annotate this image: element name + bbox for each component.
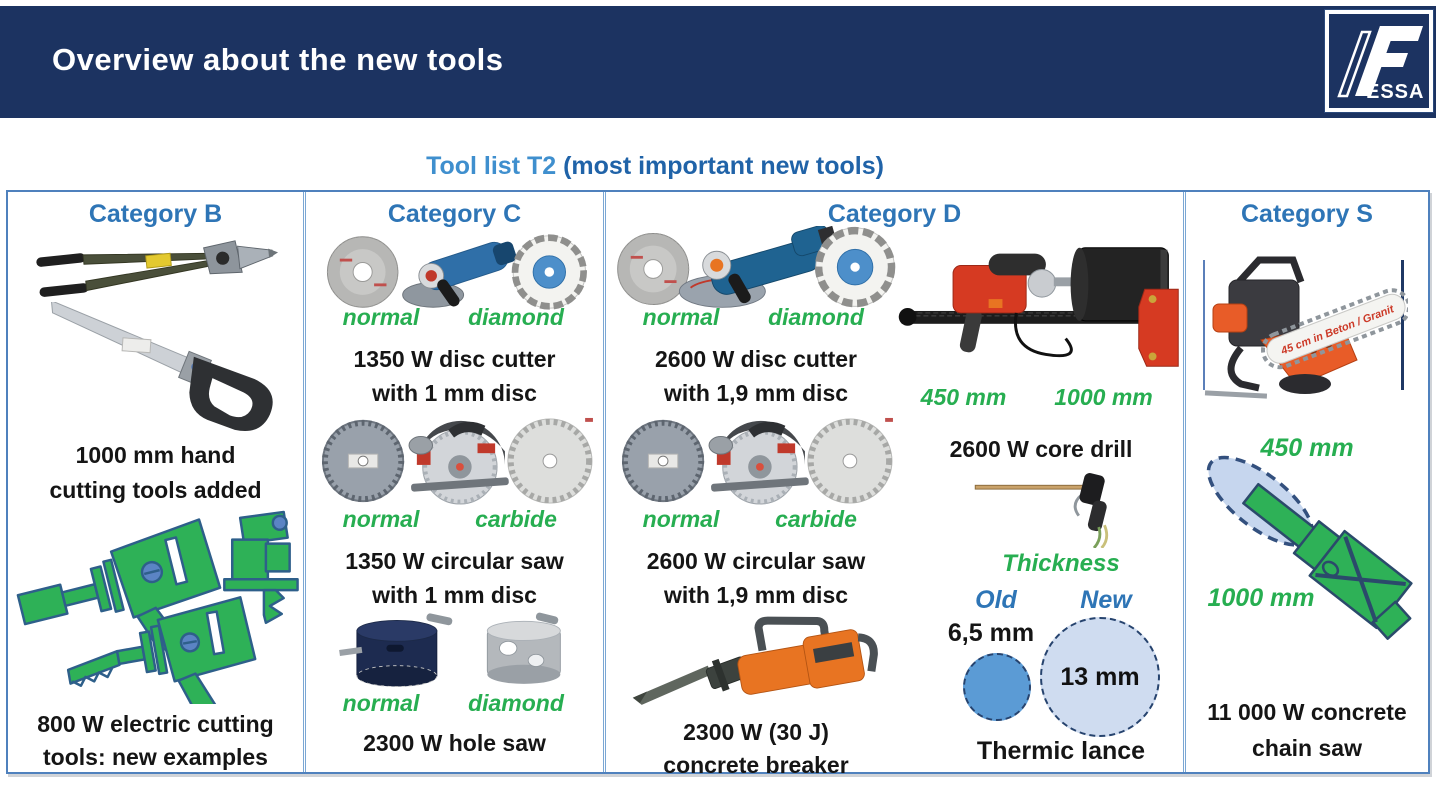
fessa-logo-icon: ESSA <box>1337 26 1424 103</box>
disc-type-normal-label: normal <box>642 304 720 330</box>
concrete-breaker-icon <box>632 616 878 705</box>
hand-saw-icon <box>50 302 273 432</box>
circular-saw-caption-line2: with 1,9 mm disc <box>663 582 849 608</box>
bolt-cutter-image <box>26 232 290 298</box>
core-drill-1000-label: 1000 mm <box>1054 384 1153 410</box>
disc-cutter-2600-icon <box>617 226 896 308</box>
tool-table: Category B <box>6 190 1430 778</box>
chainsaw-450-label: 450 mm <box>1260 434 1354 462</box>
hand-tools-caption-line2: cutting tools added <box>49 477 262 503</box>
electric-tools-caption-line2: tools: new examples <box>43 744 268 770</box>
disc-cutter-2600-image <box>611 226 901 312</box>
circular-saw-caption-line1: 2600 W circular saw <box>646 548 866 574</box>
hole-saw-image <box>326 610 586 690</box>
electric-cutting-tools-drawing <box>10 506 302 704</box>
circular-saw-caption-line2: with 1 mm disc <box>372 582 537 608</box>
core-drill-icon <box>898 247 1179 367</box>
old-thickness-circle <box>963 653 1031 721</box>
category-c-column: Category C <box>306 192 606 772</box>
logo-text: ESSA <box>1366 81 1424 103</box>
disc-cutter-caption-line2: with 1 mm disc <box>372 380 537 406</box>
old-thickness-value: 6,5 mm <box>947 619 1035 647</box>
saw-type-carbide-label: carbide <box>775 506 857 532</box>
category-d-column: Category D <box>606 192 1186 778</box>
concrete-breaker-caption-line2: concrete breaker <box>663 752 849 778</box>
category-b-title: Category B <box>88 200 223 228</box>
electric-tools-caption: 800 W electric cutting tools: new exampl… <box>8 708 303 774</box>
thermic-lance-caption: Thermic lance <box>976 737 1146 765</box>
concrete-breaker-image <box>621 612 891 712</box>
saw-type-normal-label: normal <box>342 506 420 532</box>
hand-tools-caption-line1: 1000 mm hand <box>75 442 236 468</box>
concrete-chainsaw-caption: 11 000 W concrete chain saw <box>1186 694 1428 766</box>
table-caption-paren: (most important new tools) <box>563 152 884 180</box>
thickness-old-label: Old <box>975 586 1017 614</box>
disc-cutter-caption: 1350 W disc cutter with 1 mm disc <box>306 342 603 410</box>
holesaw-type-diamond-label: diamond <box>468 690 564 716</box>
title-bar: Overview about the new tools <box>0 6 1436 118</box>
disc-cutter-caption-line2: with 1,9 mm disc <box>663 380 849 406</box>
new-thickness-value: 13 mm <box>1060 662 1140 691</box>
concrete-breaker-caption: 2300 W (30 J) concrete breaker <box>606 716 906 782</box>
saw-type-normal-label: normal <box>642 506 720 532</box>
thickness-new-label: New <box>1080 586 1132 614</box>
core-drill-caption: 2600 W core drill <box>949 436 1133 462</box>
electric-cutting-tools-icon <box>16 510 299 704</box>
concrete-chainsaw-icon: 45 cm in Beton / Granit <box>1203 256 1408 399</box>
core-drill-450-label: 450 mm <box>920 384 1007 410</box>
thickness-heading: Thickness <box>1002 550 1120 577</box>
holesaw-type-normal-label: normal <box>342 690 420 716</box>
chainsaw-1000-drawing <box>1196 454 1418 652</box>
bolt-cutter-icon <box>36 240 279 297</box>
circular-saw-1350-icon <box>321 417 593 505</box>
concrete-chainsaw-caption-line2: chain saw <box>1252 735 1362 761</box>
category-b-column: Category B <box>8 192 306 772</box>
concrete-chainsaw-photo: 45 cm in Beton / Granit <box>1200 252 1408 426</box>
disc-type-normal-label: normal <box>342 304 420 330</box>
hand-tools-caption: 1000 mm hand cutting tools added <box>8 438 303 508</box>
table-caption: Tool list T2 (most important new tools) <box>0 152 1310 181</box>
chainsaw-1000-icon <box>1206 455 1413 640</box>
thermic-lance-icon <box>974 473 1109 548</box>
category-d-title: Category D <box>827 200 962 228</box>
new-thickness-circle: 13 mm <box>1040 617 1160 737</box>
disc-type-diamond-label: diamond <box>768 304 864 330</box>
electric-tools-caption-line1: 800 W electric cutting <box>37 711 274 737</box>
hole-saw-icon <box>339 612 561 687</box>
disc-cutter-caption-line1: 2600 W disc cutter <box>655 346 857 372</box>
core-drill-image <box>896 228 1181 388</box>
concrete-chainsaw-caption-line1: 11 000 W concrete <box>1207 699 1407 725</box>
category-c-title: Category C <box>387 200 522 228</box>
fessa-logo: ESSA <box>1325 10 1433 112</box>
hole-saw-caption: 2300 W hole saw <box>363 730 546 756</box>
page-title: Overview about the new tools <box>52 42 504 77</box>
disc-cutter-caption-line1: 1350 W disc cutter <box>353 346 556 372</box>
category-s-title: Category S <box>1241 200 1373 228</box>
disc-cutter-1350-image <box>316 232 596 312</box>
disc-cutter-1350-icon <box>326 234 587 310</box>
disc-cutter-caption: 2600 W disc cutter with 1,9 mm disc <box>606 342 906 410</box>
concrete-breaker-caption-line1: 2300 W (30 J) <box>683 719 829 745</box>
circular-saw-2600-image <box>614 416 898 506</box>
circular-saw-caption-line1: 1350 W circular saw <box>345 548 564 574</box>
disc-type-diamond-label: diamond <box>468 304 564 330</box>
chainsaw-1000-label: 1000 mm <box>1207 584 1315 612</box>
circular-saw-1350-image <box>316 416 596 506</box>
circular-saw-2600-icon <box>621 417 893 505</box>
circular-saw-caption: 1350 W circular saw with 1 mm disc <box>306 544 603 612</box>
category-s-column: Category S 45 <box>1186 192 1428 772</box>
thermic-lance-image <box>971 472 1141 548</box>
hand-saw-image <box>43 302 293 434</box>
table-caption-lead: Tool list T2 <box>426 152 564 180</box>
saw-type-carbide-label: carbide <box>475 506 557 532</box>
circular-saw-caption: 2600 W circular saw with 1,9 mm disc <box>606 544 906 612</box>
